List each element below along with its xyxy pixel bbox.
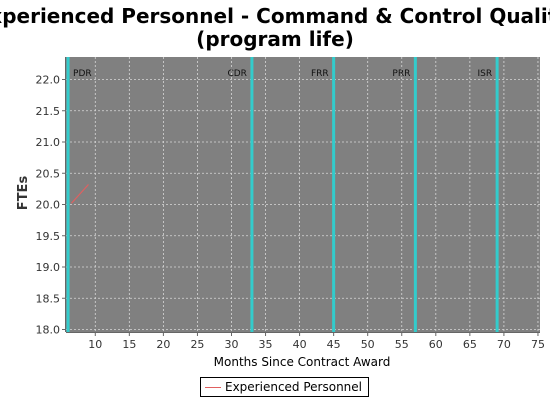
x-tick-label: 15 — [122, 338, 136, 351]
chart-title-line-1: Experienced Personnel - Command & Contro… — [0, 4, 550, 28]
y-tick-label: 22.0 — [36, 74, 61, 87]
y-tick-label: 19.5 — [36, 230, 61, 243]
x-tick-label: 30 — [224, 338, 238, 351]
legend-label-experienced-personnel: Experienced Personnel — [225, 380, 362, 394]
legend: Experienced Personnel — [200, 377, 369, 397]
x-tick-label: 20 — [156, 338, 170, 351]
grid — [66, 57, 540, 332]
y-tick-label: 21.0 — [36, 136, 61, 149]
plot-area — [66, 57, 540, 332]
chart-title-line-2: (program life) — [196, 27, 354, 51]
x-tick-label: 35 — [259, 338, 273, 351]
legend-swatch-experienced-personnel — [205, 386, 221, 388]
y-tick-label: 20.5 — [36, 167, 61, 180]
y-tick-label: 20.0 — [36, 199, 61, 212]
x-axis-label: Months Since Contract Award — [214, 355, 391, 369]
x-tick-label: 75 — [531, 338, 545, 351]
x-tick-label: 10 — [88, 338, 102, 351]
series-layer — [71, 184, 89, 204]
y-tick-label: 19.0 — [36, 261, 61, 274]
y-tick-label: 21.5 — [36, 105, 61, 118]
milestone-label-isr: ISR — [477, 69, 492, 79]
x-tick-label: 25 — [190, 338, 204, 351]
y-tick-label: 18.0 — [36, 324, 61, 337]
x-tick-label: 40 — [293, 338, 307, 351]
x-tick-label: 70 — [497, 338, 511, 351]
y-axis-label: FTEs — [16, 176, 31, 211]
x-tick-label: 60 — [429, 338, 443, 351]
y-tick-label: 18.5 — [36, 292, 61, 305]
x-tick-label: 55 — [395, 338, 409, 351]
milestone-label-cdr: CDR — [227, 69, 246, 79]
x-tick-label: 50 — [361, 338, 375, 351]
x-tick-label: 65 — [463, 338, 477, 351]
axes: 10 15 20 25 30 35 40 45 50 55 60 65 70 75 18.0 18.5 19.0… — [36, 57, 545, 351]
milestones: PDR CDR FRR PRR ISR — [66, 57, 499, 332]
milestone-label-pdr: PDR — [73, 69, 92, 79]
series-line-experienced-personnel — [71, 184, 89, 204]
x-tick-label: 45 — [327, 338, 341, 351]
milestone-label-frr: FRR — [311, 69, 329, 79]
milestone-label-prr: PRR — [392, 69, 410, 79]
